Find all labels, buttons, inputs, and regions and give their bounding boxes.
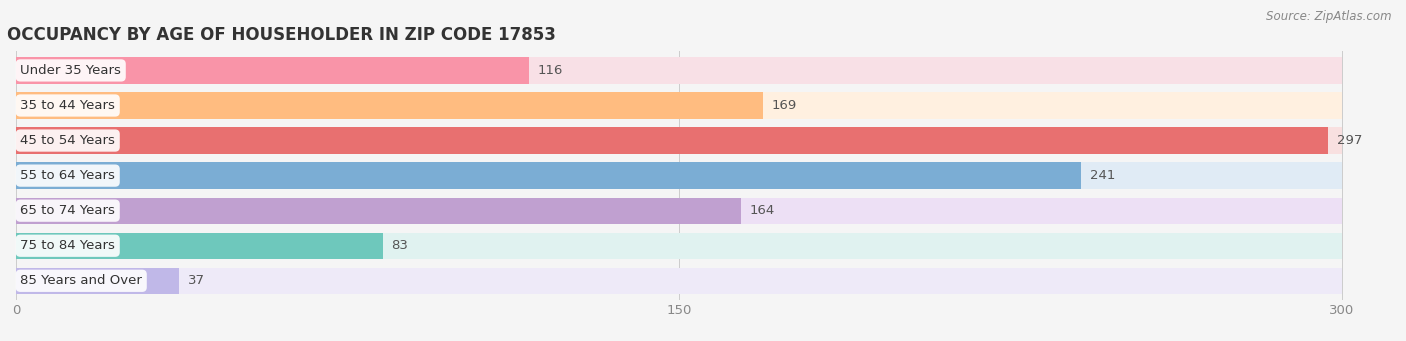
- Bar: [15, 162, 1341, 189]
- Bar: [15, 233, 382, 259]
- Text: OCCUPANCY BY AGE OF HOUSEHOLDER IN ZIP CODE 17853: OCCUPANCY BY AGE OF HOUSEHOLDER IN ZIP C…: [7, 26, 555, 44]
- Bar: [15, 197, 1341, 224]
- Bar: [15, 57, 529, 84]
- Bar: [15, 197, 741, 224]
- Text: 65 to 74 Years: 65 to 74 Years: [20, 204, 115, 217]
- Bar: [15, 162, 1081, 189]
- Text: 164: 164: [749, 204, 775, 217]
- Text: 116: 116: [537, 64, 562, 77]
- Bar: [15, 268, 180, 294]
- Bar: [15, 233, 1341, 259]
- Text: 169: 169: [772, 99, 797, 112]
- Text: 75 to 84 Years: 75 to 84 Years: [20, 239, 115, 252]
- Text: Under 35 Years: Under 35 Years: [20, 64, 121, 77]
- Bar: [15, 128, 1341, 154]
- Text: Source: ZipAtlas.com: Source: ZipAtlas.com: [1267, 10, 1392, 23]
- Bar: [15, 268, 1341, 294]
- Text: 297: 297: [1337, 134, 1362, 147]
- Text: 83: 83: [391, 239, 408, 252]
- Bar: [15, 128, 1329, 154]
- Text: 35 to 44 Years: 35 to 44 Years: [20, 99, 115, 112]
- Bar: [15, 57, 1341, 84]
- Text: 241: 241: [1090, 169, 1115, 182]
- Text: 37: 37: [188, 274, 205, 287]
- Text: 85 Years and Over: 85 Years and Over: [20, 274, 142, 287]
- Text: 45 to 54 Years: 45 to 54 Years: [20, 134, 115, 147]
- Bar: [15, 92, 1341, 119]
- Bar: [15, 92, 763, 119]
- Text: 55 to 64 Years: 55 to 64 Years: [20, 169, 115, 182]
